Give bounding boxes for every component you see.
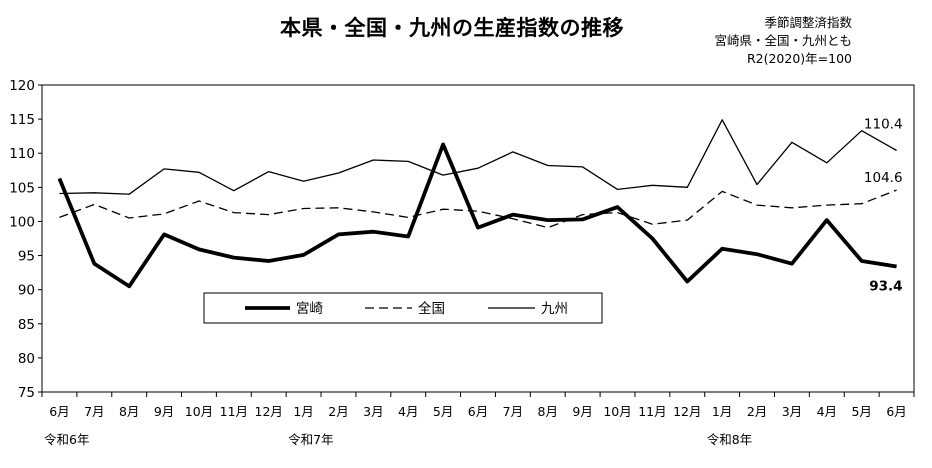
x-year-label: 令和6年 <box>44 432 89 447</box>
series-lines <box>57 119 897 289</box>
series-line-宮崎 <box>57 142 897 289</box>
x-tick-label: 5月 <box>851 404 871 419</box>
y-axis: 75 80 85 90 95 100 105 110 115 120 <box>9 78 42 401</box>
x-tick-label: 3月 <box>363 404 383 419</box>
x-tick-label: 10月 <box>185 404 213 419</box>
x-year-label: 令和7年 <box>288 432 333 447</box>
series-line-九州 <box>59 119 897 195</box>
x-year-label: 令和8年 <box>707 432 752 447</box>
x-tick-label: 12月 <box>673 404 701 419</box>
x-tick-label: 2月 <box>747 404 767 419</box>
x-tick-label: 9月 <box>154 404 174 419</box>
x-tick-label: 6月 <box>886 404 906 419</box>
y-tick-label: 115 <box>9 112 35 128</box>
legend-label-全国: 全国 <box>418 300 445 317</box>
y-tick-label: 75 <box>18 385 35 401</box>
chart-title: 本県・全国・九州の生産指数の推移 <box>280 16 624 40</box>
end-label-九州: 110.4 <box>864 116 903 132</box>
x-tick-label: 6月 <box>49 404 69 419</box>
y-tick-label: 90 <box>18 283 35 299</box>
chart-note-line-3: R2(2020)年=100 <box>746 51 852 66</box>
end-label-全国: 104.6 <box>864 170 903 186</box>
chart-note-line-1: 季節調整済指数 <box>764 15 852 30</box>
x-tick-label: 4月 <box>398 404 418 419</box>
x-tick-label: 6月 <box>468 404 488 419</box>
y-tick-label: 100 <box>9 214 35 230</box>
x-tick-label: 11月 <box>220 404 248 419</box>
x-tick-label: 4月 <box>817 404 837 419</box>
x-tick-label: 8月 <box>119 404 139 419</box>
x-tick-label: 1月 <box>293 404 313 419</box>
x-tick-label: 12月 <box>255 404 283 419</box>
x-tick-label: 9月 <box>572 404 592 419</box>
series-line-全国 <box>59 189 897 229</box>
x-tick-label: 11月 <box>638 404 666 419</box>
legend-label-宮崎: 宮崎 <box>296 301 323 317</box>
y-tick-label: 85 <box>18 317 35 333</box>
y-tick-label: 95 <box>18 249 35 265</box>
chart-note-line-2: 宮崎県・全国・九州とも <box>714 33 852 48</box>
y-tick-label: 110 <box>9 146 35 162</box>
x-tick-label: 1月 <box>712 404 732 419</box>
x-tick-label: 10月 <box>603 404 631 419</box>
y-tick-label: 105 <box>9 180 35 196</box>
end-label-宮崎: 93.4 <box>869 278 902 294</box>
x-tick-label: 3月 <box>782 404 802 419</box>
y-tick-label: 120 <box>9 78 35 94</box>
plot-area-frame <box>41 84 915 393</box>
x-tick-label: 5月 <box>433 404 453 419</box>
legend: 宮崎 全国 九州 <box>203 292 603 324</box>
x-axis: 6月 7月 8月 9月 10月 11月 12月 1月 2月 3月 4月 5月 6月 7月 8月 9月 10月 11… <box>41 392 915 447</box>
y-tick-label: 80 <box>18 351 35 367</box>
x-tick-label: 7月 <box>503 404 523 419</box>
x-tick-label: 2月 <box>328 404 348 419</box>
legend-label-九州: 九州 <box>541 301 568 317</box>
x-tick-label: 7月 <box>84 404 104 419</box>
x-tick-label: 8月 <box>538 404 558 419</box>
end-labels: 93.4 104.6 110.4 <box>864 116 903 294</box>
